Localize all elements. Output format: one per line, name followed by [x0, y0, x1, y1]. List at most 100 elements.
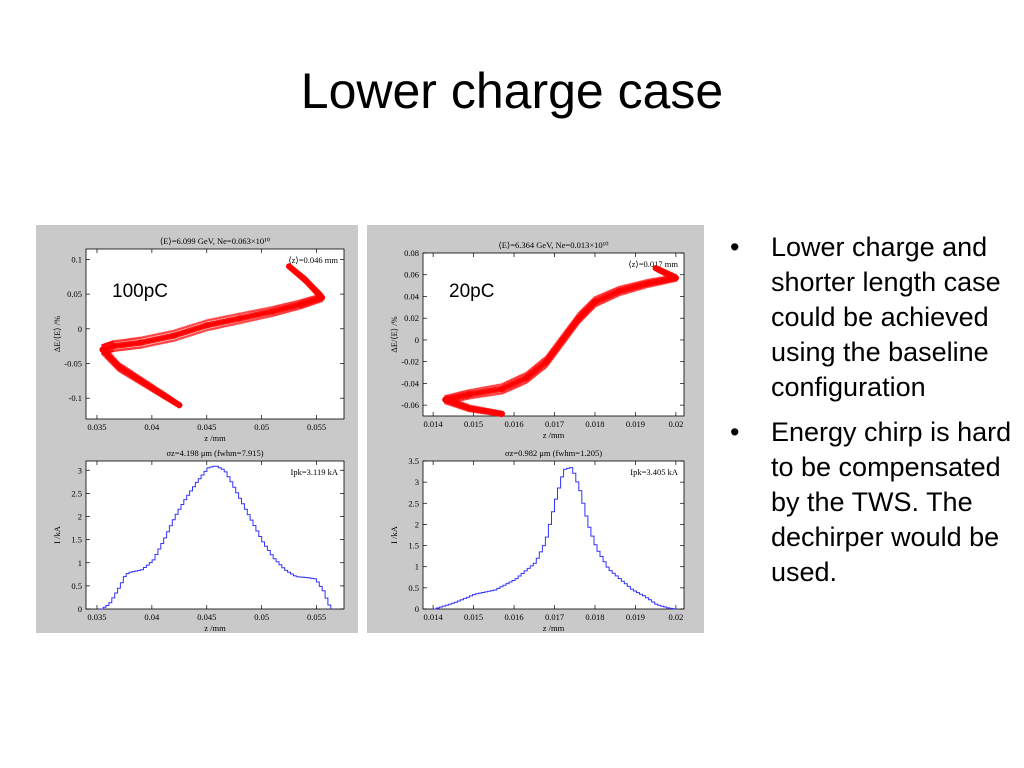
- y-tick-label: 1.5: [408, 541, 419, 551]
- scatter-point: [212, 327, 216, 330]
- scatter-point: [224, 324, 227, 328]
- scatter-point: [184, 335, 187, 339]
- scatter-point: [177, 337, 180, 341]
- scatter-point: [257, 317, 260, 321]
- bullet-dot-icon: •: [730, 232, 740, 262]
- y-tick-label: -0.06: [401, 400, 419, 410]
- scatter-point: [207, 328, 211, 332]
- plot-header: σz=0.982 μm (fwhm=1.205): [505, 448, 602, 458]
- y-axis-label: I /kA: [389, 525, 399, 544]
- scatter-point: [252, 309, 256, 313]
- scatter-point: [177, 327, 180, 331]
- scatter-point: [472, 396, 476, 399]
- scatter-point: [151, 333, 155, 337]
- y-axis-label: I /kA: [52, 525, 62, 544]
- scatter-point: [491, 384, 495, 388]
- plot-header: ⟨E⟩=6.099 GeV, Ne=0.063×10¹⁰: [160, 236, 271, 246]
- scatter-point: [214, 317, 218, 321]
- plot-note: ⟨z⟩=0.017 mm: [628, 259, 678, 269]
- scatter-point: [261, 307, 265, 311]
- x-tick-label: 0.015: [464, 419, 483, 429]
- x-tick-label: 0.045: [197, 422, 216, 432]
- scatter-point: [195, 322, 199, 325]
- y-tick-label: 3: [78, 465, 82, 475]
- scatter-anchor-point: [466, 405, 473, 412]
- scatter-point: [479, 386, 483, 390]
- y-tick-label: 0: [415, 335, 419, 345]
- scatter-point: [188, 333, 192, 337]
- scatter-point: [235, 322, 239, 325]
- scatter-anchor-point: [466, 391, 473, 398]
- y-tick-label: 2.5: [408, 498, 419, 508]
- scatter-point: [231, 313, 235, 317]
- scatter-anchor-point: [498, 385, 505, 392]
- scatter-point: [261, 316, 265, 320]
- scatter-point: [240, 311, 244, 315]
- scatter-point: [165, 330, 169, 334]
- scatter-point: [266, 306, 270, 310]
- y-tick-label: 0.05: [67, 289, 82, 299]
- scatter-point: [495, 383, 499, 387]
- scatter-point: [198, 330, 202, 334]
- scatter-point: [268, 306, 272, 310]
- scatter-point: [470, 396, 474, 400]
- scatter-point: [191, 323, 195, 327]
- x-tick-label: 0.055: [307, 422, 326, 432]
- scatter-point: [193, 332, 197, 336]
- scatter-point: [477, 395, 481, 399]
- x-tick-label: 0.035: [87, 612, 106, 622]
- y-tick-label: -0.1: [69, 393, 82, 403]
- scatter-point: [217, 326, 220, 329]
- bullet-dot-icon: •: [730, 417, 740, 447]
- scatter-point: [468, 388, 471, 392]
- x-axis-label: z /mm: [204, 623, 226, 633]
- scatter-anchor-point: [672, 274, 679, 281]
- y-tick-label: 0: [415, 604, 419, 614]
- scatter-point: [148, 334, 152, 338]
- scatter-anchor-point: [302, 277, 309, 284]
- scatter-point: [146, 334, 150, 338]
- scatter-point: [158, 342, 162, 345]
- scatter-point: [486, 393, 490, 397]
- scatter-point: [238, 321, 242, 325]
- scatter-point: [491, 393, 495, 397]
- bullet-text: Energy chirp is hard to be compensated b…: [771, 417, 1012, 587]
- x-tick-label: 0.016: [504, 419, 523, 429]
- x-tick-label: 0.019: [626, 419, 645, 429]
- scatter-anchor-point: [203, 322, 210, 329]
- scatter-point: [144, 335, 147, 339]
- y-tick-label: 0.1: [71, 254, 82, 264]
- bullet-item: • Lower charge and shorter length case c…: [730, 230, 1015, 405]
- scatter-anchor-point: [543, 358, 550, 365]
- panel-label-20pc: 20pC: [449, 281, 495, 302]
- scatter-point: [153, 343, 157, 346]
- scatter-point: [181, 336, 185, 340]
- scatter-point: [479, 395, 483, 398]
- scatter-point: [141, 345, 145, 349]
- scatter-point: [146, 344, 150, 348]
- x-tick-label: 0.016: [504, 612, 523, 622]
- scatter-point: [186, 334, 190, 338]
- scatter-anchor-point: [442, 396, 449, 403]
- scatter-point: [163, 341, 166, 344]
- scatter-point: [259, 316, 263, 320]
- scatter-point: [139, 336, 143, 340]
- scatter-point: [141, 335, 145, 339]
- scatter-point: [488, 393, 492, 397]
- scatter-point: [170, 329, 173, 333]
- scatter-point: [205, 328, 209, 332]
- scatter-point: [200, 330, 204, 334]
- scatter-point: [233, 313, 237, 317]
- scatter-anchor-point: [616, 288, 623, 295]
- scatter-point: [160, 331, 164, 335]
- plot-area: [85, 248, 345, 420]
- plot-note: ⟨z⟩=0.046 mm: [288, 255, 338, 265]
- scatter-point: [155, 342, 159, 346]
- figure-20pc-svg: 0.014 0.015 0.016 0.017 0.018 0.019 0.02 -0.06 -…: [389, 240, 685, 633]
- x-tick-label: 0.015: [464, 612, 483, 622]
- plot-header: ⟨E⟩=6.364 GeV, Ne=0.013×10¹⁰: [498, 240, 609, 250]
- plot-header: σz=4.198 μm (fwhm=7.915): [166, 448, 263, 458]
- x-tick-label: 0.017: [545, 612, 564, 622]
- scatter-anchor-point: [644, 280, 651, 287]
- y-tick-label: 2: [415, 519, 419, 529]
